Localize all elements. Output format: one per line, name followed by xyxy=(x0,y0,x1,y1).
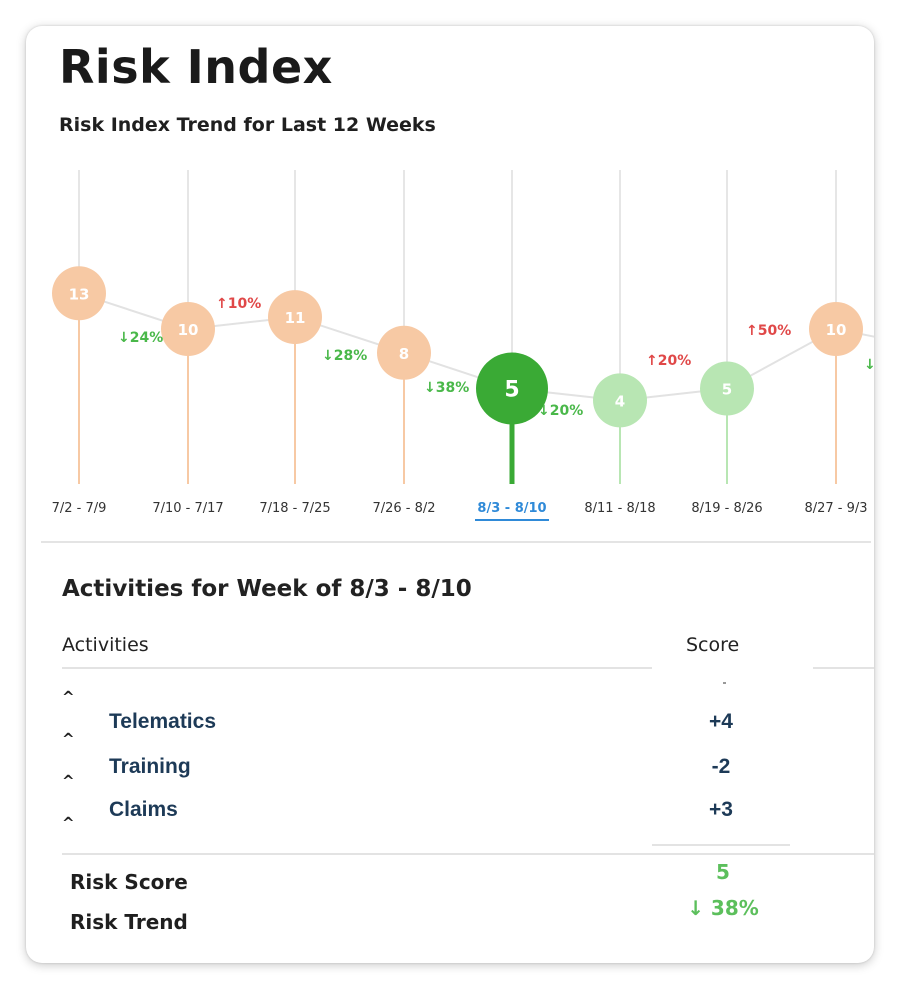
risk-trend-value: ↓ 38% xyxy=(687,896,759,920)
chevron-up-icon[interactable]: ^ xyxy=(62,730,75,748)
score-column-rule xyxy=(652,844,790,846)
risk-score-value: 5 xyxy=(716,860,730,884)
risk-trend-chart: 13 10 11 8 5 4 5 10 ↓24% ↑10% ↓28% ↓38% ↓20% ↑20% ↑50%… xyxy=(52,170,874,521)
risk-point-value: 11 xyxy=(285,309,306,327)
risk-point-value: 5 xyxy=(504,378,519,403)
risk-point[interactable] xyxy=(52,266,106,321)
activity-name[interactable]: Training xyxy=(109,755,191,778)
week-tab[interactable]: 7/10 - 7/17 xyxy=(152,501,223,516)
risk-point-value: 10 xyxy=(178,321,199,339)
week-tab[interactable]: 8/19 - 8/26 xyxy=(691,501,762,516)
change-label: ↑20% xyxy=(646,353,691,369)
chart-title: Risk Index Trend for Last 12 Weeks xyxy=(59,114,436,136)
collapse-all-chevron-icon[interactable]: ^ xyxy=(62,688,75,706)
activity-name[interactable]: Telematics xyxy=(109,710,216,733)
change-label: ↑50% xyxy=(746,323,791,339)
week-tab[interactable]: 8/11 - 8/18 xyxy=(584,501,655,516)
risk-point[interactable] xyxy=(700,361,754,416)
selected-week-tab[interactable]: 8/3 - 8/10 xyxy=(477,501,546,516)
risk-point-value: 10 xyxy=(826,321,847,339)
week-tab[interactable]: 7/26 - 8/2 xyxy=(372,501,435,516)
change-label: ↓24% xyxy=(118,330,163,346)
risk-point-value: 8 xyxy=(399,345,409,363)
risk-point[interactable] xyxy=(476,352,548,425)
risk-score-label: Risk Score xyxy=(70,870,188,894)
activity-score: +3 xyxy=(709,798,733,821)
header-rule xyxy=(62,667,652,669)
change-label: ↑10% xyxy=(216,296,261,312)
risk-point[interactable] xyxy=(593,373,647,428)
risk-point-value: 5 xyxy=(722,381,732,399)
week-tab[interactable]: 7/18 - 7/25 xyxy=(259,501,330,516)
risk-index-card: Risk Index Risk Index Trend for Last 12 … xyxy=(26,26,874,963)
week-tab[interactable]: 7/2 - 7/9 xyxy=(52,501,107,516)
risk-trend-label: Risk Trend xyxy=(70,910,188,934)
risk-point[interactable] xyxy=(161,302,215,356)
risk-point[interactable] xyxy=(377,325,431,380)
risk-point-value: 13 xyxy=(69,285,90,303)
change-label-clipped: ↓ xyxy=(864,357,874,373)
activities-title: Activities for Week of 8/3 - 8/10 xyxy=(62,576,472,602)
score-marker xyxy=(723,682,726,684)
activities-column-header: Activities xyxy=(62,634,149,656)
activity-score: -2 xyxy=(711,755,731,778)
summary-rule xyxy=(62,853,874,855)
section-divider xyxy=(41,541,871,543)
activity-name[interactable]: Claims xyxy=(109,798,178,821)
chevron-up-icon[interactable]: ^ xyxy=(62,814,75,832)
risk-point[interactable] xyxy=(268,290,322,345)
score-column-header: Score xyxy=(686,634,740,656)
risk-point-value: 4 xyxy=(615,392,625,410)
header-rule-right xyxy=(813,667,874,669)
week-tab[interactable]: 8/27 - 9/3 xyxy=(804,501,867,516)
change-label: ↓28% xyxy=(322,348,367,364)
change-label: ↓20% xyxy=(538,403,583,419)
activity-score: +4 xyxy=(709,710,733,733)
chevron-up-icon[interactable]: ^ xyxy=(62,772,75,790)
change-label: ↓38% xyxy=(424,380,469,396)
page-title: Risk Index xyxy=(59,40,333,94)
risk-point[interactable] xyxy=(809,302,863,356)
